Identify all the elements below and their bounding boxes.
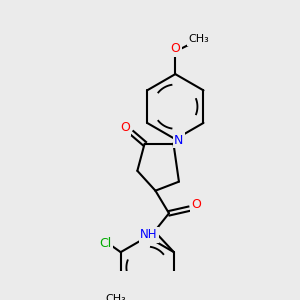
- Text: O: O: [191, 198, 201, 211]
- Text: NH: NH: [140, 229, 158, 242]
- Text: N: N: [174, 134, 184, 147]
- Text: CH₃: CH₃: [106, 294, 127, 300]
- Text: O: O: [120, 121, 130, 134]
- Text: CH₃: CH₃: [188, 34, 209, 44]
- Text: O: O: [170, 42, 180, 55]
- Text: Cl: Cl: [99, 237, 111, 250]
